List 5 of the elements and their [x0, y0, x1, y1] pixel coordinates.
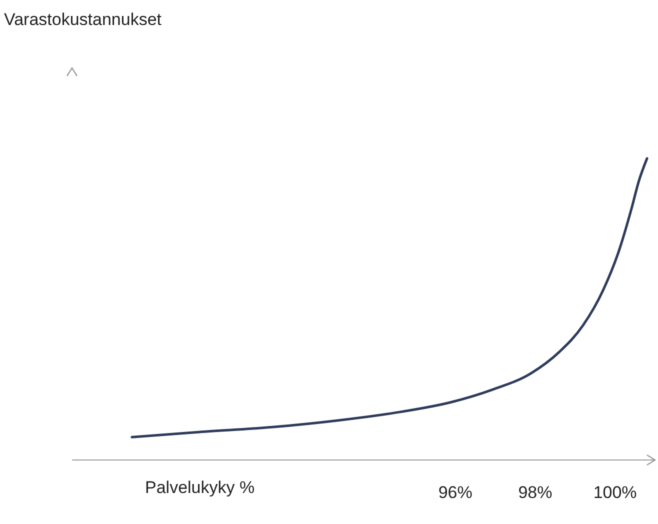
text: Varastokustannukset	[4, 10, 162, 30]
x-axis-title: Palvelukyky %	[145, 478, 255, 498]
x-tick-label: 96%	[438, 483, 472, 502]
x-tick-label: 98%	[518, 483, 552, 502]
x-tick-label: 100%	[593, 483, 637, 502]
